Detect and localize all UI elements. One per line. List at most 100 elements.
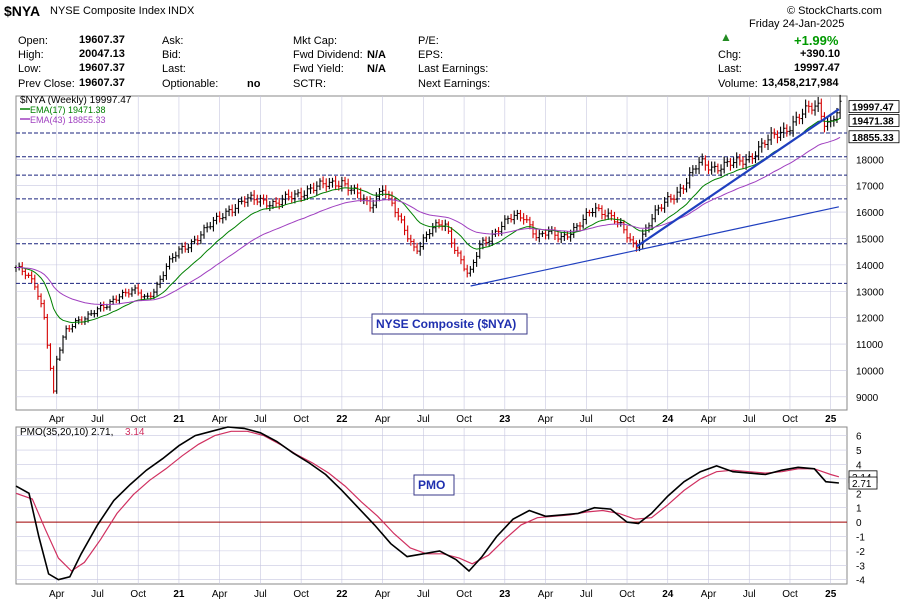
price-bar: [725, 157, 729, 167]
price-bar: [252, 190, 256, 205]
price-bar: [428, 229, 432, 240]
price-bar: [199, 231, 203, 245]
price-bar: [810, 102, 814, 115]
x-tick-label: Oct: [456, 414, 472, 425]
price-bar: [716, 163, 720, 174]
x-tick-label: Jul: [580, 414, 593, 425]
price-bar: [581, 214, 585, 229]
optionable-label: Optionable:: [162, 78, 219, 90]
price-bar: [168, 255, 172, 270]
price-bar: [681, 184, 685, 194]
price-bar: [544, 229, 548, 240]
price-annotation-box: [371, 313, 528, 335]
price-bar: [340, 176, 344, 192]
chg-value: +390.10: [800, 48, 841, 60]
price-bar: [124, 288, 128, 297]
price-y-tick: 11000: [856, 340, 884, 351]
x-tick-label: Apr: [212, 414, 228, 425]
price-bar: [468, 266, 472, 277]
price-bar: [371, 200, 375, 213]
price-bar: [556, 230, 560, 243]
price-bar: [102, 301, 106, 312]
x-tick-label: Apr: [701, 414, 717, 425]
price-bar: [177, 246, 181, 259]
price-bar: [572, 222, 576, 238]
index-name: NYSE Composite Index: [50, 5, 166, 17]
price-bar: [327, 177, 331, 190]
price-bar: [27, 272, 31, 279]
price-bar: [794, 111, 798, 126]
price-bar: [155, 281, 159, 296]
price-bar: [528, 216, 532, 230]
open-label: Open:: [18, 35, 48, 47]
price-y-tick: 12000: [856, 314, 884, 325]
ema17-last-label: 19471.38: [852, 117, 894, 128]
copyright: © StockCharts.com: [787, 5, 882, 17]
price-bar: [628, 233, 632, 243]
x-tick-label-bottom: Jul: [580, 589, 593, 600]
price-bar: [722, 156, 726, 174]
x-tick-label-bottom: Oct: [619, 589, 635, 600]
price-bar: [559, 231, 563, 244]
price-bar: [826, 116, 830, 131]
price-panel-frame: [15, 95, 848, 411]
price-bar: [822, 112, 826, 133]
price-bar: [453, 238, 457, 254]
price-bar: [744, 154, 748, 170]
price-bar: [240, 196, 244, 205]
price-bar: [393, 198, 397, 218]
price-bar: [622, 219, 626, 234]
pmo-last-label: 2.71: [852, 479, 872, 490]
x-tick-label: Oct: [782, 414, 798, 425]
price-bar: [685, 178, 689, 193]
price-bar: [666, 191, 670, 207]
price-annotation: NYSE Composite ($NYA): [371, 313, 528, 335]
price-bar: [575, 223, 579, 232]
price-bar: [631, 235, 635, 248]
price-bar: [437, 219, 441, 229]
price-bar: [738, 153, 742, 166]
price-bar: [478, 240, 482, 259]
price-bar: [114, 295, 118, 304]
ema43-last-label: 18855.33: [852, 133, 894, 144]
price-bar: [92, 310, 96, 318]
pmo-y-tick: 5: [856, 446, 862, 457]
trendline: [470, 206, 839, 287]
x-tick-label: Jul: [417, 414, 430, 425]
price-bar: [728, 158, 732, 171]
x-tick-label: 25: [825, 414, 837, 425]
price-bar: [205, 222, 209, 233]
chg-label: Chg:: [718, 49, 742, 61]
price-bar: [180, 242, 184, 254]
ema43-legend: EMA(43) 18855.33: [30, 115, 106, 125]
symbol[interactable]: $NYA: [4, 3, 41, 19]
price-bar: [318, 178, 322, 191]
pmo-panel-frame: [15, 426, 848, 585]
price-bar: [540, 230, 544, 238]
price-bar: [659, 204, 663, 212]
x-tick-label: 22: [336, 414, 348, 425]
x-tick-label-bottom: 25: [825, 589, 837, 600]
price-bar: [61, 335, 65, 354]
price-bar: [183, 241, 187, 253]
price-bar: [518, 209, 522, 222]
pmo-y-tick: -1: [856, 532, 865, 543]
price-bar: [287, 189, 291, 201]
x-tick-label-bottom: 22: [336, 589, 348, 600]
pmo-y-tick: -2: [856, 547, 865, 558]
price-bar: [769, 127, 773, 145]
pmo-y-tick: 2: [856, 489, 862, 500]
price-bar: [710, 161, 714, 175]
price-bar: [663, 197, 667, 213]
pmo-annotation-box: [413, 474, 455, 496]
price-bar: [547, 226, 551, 240]
price-y-tick: 13000: [856, 287, 884, 298]
price-bar: [130, 287, 134, 297]
far-last-label: Last:: [718, 63, 742, 75]
ema17-line: [15, 117, 841, 324]
price-bar: [221, 213, 225, 224]
price-bar: [67, 325, 71, 332]
x-tick-label: 24: [662, 414, 674, 425]
price-bar: [625, 225, 629, 243]
price-bar: [691, 165, 695, 177]
